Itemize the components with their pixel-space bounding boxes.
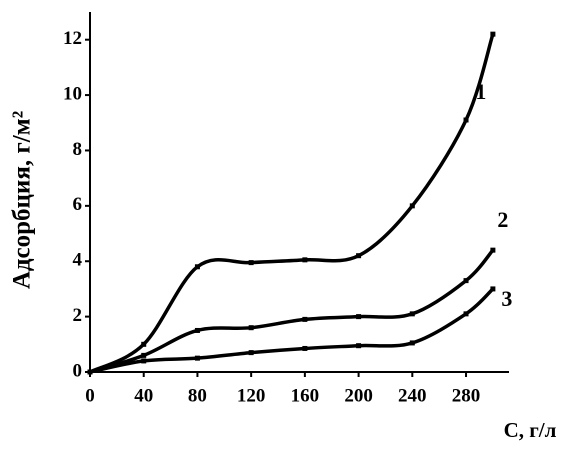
x-tick-label: 200 <box>344 385 373 406</box>
y-tick-label: 2 <box>73 305 83 326</box>
series-line <box>89 33 495 374</box>
y-tick-label: 10 <box>63 83 82 104</box>
y-tick-label: 0 <box>73 360 83 381</box>
data-point <box>302 316 308 322</box>
data-point <box>490 286 496 292</box>
data-point <box>141 358 147 364</box>
data-point <box>463 117 469 123</box>
data-point <box>356 314 362 320</box>
y-tick-label: 8 <box>73 139 83 160</box>
y-axis-label: Адсорбция, г/м² <box>9 111 36 289</box>
x-tick-label: 0 <box>85 385 95 406</box>
data-point <box>248 325 254 331</box>
data-point <box>463 278 469 284</box>
data-point <box>409 340 415 346</box>
x-tick-label: 160 <box>291 385 320 406</box>
series-label: 3 <box>501 286 512 311</box>
series-line <box>89 287 495 374</box>
x-tick-label: 80 <box>188 385 207 406</box>
series-line <box>89 248 495 374</box>
data-point <box>302 345 308 351</box>
data-point <box>194 264 200 270</box>
data-point <box>87 369 93 375</box>
x-tick-label: 40 <box>134 385 153 406</box>
data-point <box>248 350 254 356</box>
data-point <box>141 341 147 347</box>
data-point <box>463 311 469 317</box>
data-point <box>409 203 415 209</box>
y-tick-label: 6 <box>73 194 83 215</box>
data-point <box>248 260 254 266</box>
x-axis-label: C, г/л <box>504 418 557 442</box>
x-tick-label: 240 <box>398 385 427 406</box>
data-point <box>356 253 362 259</box>
x-tick-label: 120 <box>237 385 266 406</box>
data-point <box>490 247 496 253</box>
series-label: 1 <box>475 79 486 104</box>
y-tick-label: 12 <box>63 28 82 49</box>
data-point <box>490 31 496 37</box>
data-point <box>356 343 362 349</box>
data-point <box>141 352 147 358</box>
x-tick-label: 280 <box>452 385 481 406</box>
y-tick-label: 4 <box>73 250 83 271</box>
series-label: 2 <box>497 207 508 232</box>
data-point <box>194 327 200 333</box>
data-point <box>194 355 200 361</box>
data-point <box>302 257 308 263</box>
data-point <box>409 311 415 317</box>
